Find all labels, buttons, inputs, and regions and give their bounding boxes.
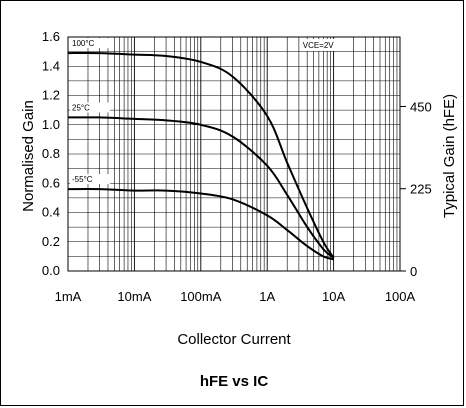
x-tick-label: 10A: [322, 289, 345, 304]
annotation-bg: [300, 39, 335, 51]
x-tick-label: 1mA: [55, 289, 82, 304]
chart-labels: 100°C 25°C -55°C VCE=2V 0.0 0.2 0.4 0.6 0.8 1.0 1.…: [42, 29, 432, 304]
chart-title: hFE vs IC: [200, 373, 269, 390]
curve-series-0: [67, 51, 335, 259]
vce-annotation: VCE=2V: [303, 41, 335, 50]
y-tick-label: 1.4: [42, 58, 60, 73]
x-tick-label: 100A: [385, 289, 416, 304]
y-tick-label: 1.6: [42, 29, 60, 44]
curve-label-series-2: -55°C: [72, 175, 93, 184]
curve-series-2: [67, 188, 334, 261]
y-tick-label: 0.4: [42, 205, 60, 220]
curve-label-series-1: 25°C: [72, 103, 90, 112]
right-tick-label: 225: [410, 182, 432, 197]
y-tick-label: 0.8: [42, 146, 60, 161]
x-tick-label: 10mA: [117, 289, 151, 304]
y-tick-label: 0.2: [42, 234, 60, 249]
y-tick-label: 1.0: [42, 117, 60, 132]
y-axis-left-title: Normalised Gain: [20, 100, 37, 212]
right-tick-label: 0: [410, 264, 417, 279]
right-tick-label: 450: [410, 99, 432, 114]
grid: [67, 37, 400, 271]
y-tick-label: 0.0: [42, 263, 60, 278]
y-axis-right-title: Typical Gain (hFE): [441, 94, 458, 218]
curve-label-bg: [70, 174, 110, 185]
curve-label-bg: [70, 38, 110, 49]
x-axis-title: Collector Current: [177, 331, 291, 348]
curve-label-series-0: 100°C: [72, 39, 95, 48]
x-tick-label: 1A: [259, 289, 275, 304]
x-tick-label: 100mA: [180, 289, 222, 304]
plot-border: [67, 36, 401, 272]
y-tick-label: 1.2: [42, 88, 60, 103]
gain-curves: [67, 51, 335, 261]
curve-label-bg: [70, 102, 110, 113]
curve-series-1: [67, 116, 335, 259]
y-tick-label: 0.6: [42, 175, 60, 190]
